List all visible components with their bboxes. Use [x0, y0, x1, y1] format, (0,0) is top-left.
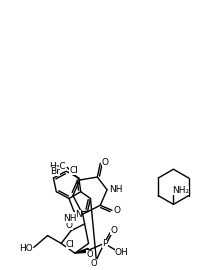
Text: Cl: Cl [69, 166, 78, 175]
Text: HO: HO [19, 244, 33, 253]
Text: OH: OH [115, 248, 129, 257]
Text: O: O [113, 206, 120, 215]
Text: H₃C: H₃C [49, 162, 66, 171]
Text: O: O [110, 226, 117, 235]
Text: NH: NH [63, 214, 77, 222]
Text: O: O [90, 259, 97, 268]
Text: Cl: Cl [66, 240, 74, 249]
Text: O: O [65, 221, 72, 230]
Text: O: O [86, 250, 93, 259]
Text: NH₂: NH₂ [172, 186, 189, 195]
Polygon shape [75, 248, 89, 253]
Text: NH: NH [109, 185, 123, 194]
Text: Br: Br [50, 167, 60, 176]
Text: O: O [102, 158, 109, 167]
Text: P: P [103, 239, 108, 248]
Text: N: N [75, 210, 82, 219]
